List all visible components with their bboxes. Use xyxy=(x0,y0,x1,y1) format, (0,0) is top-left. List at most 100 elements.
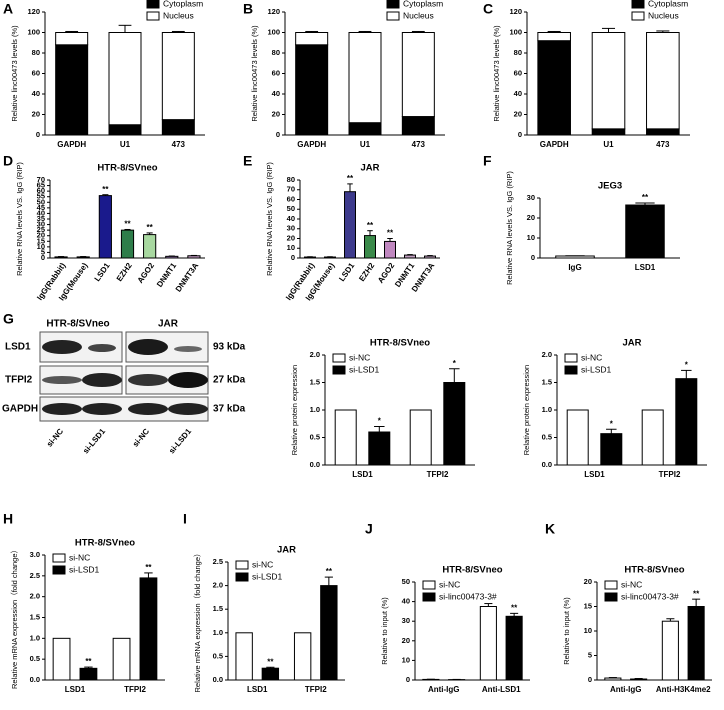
y-tick-label: 30 xyxy=(287,224,295,233)
significance-label: ** xyxy=(145,563,152,572)
bar-segment xyxy=(108,32,142,126)
y-tick-label: 2.0 xyxy=(310,350,320,359)
significance-label: * xyxy=(378,417,382,426)
panel-letter: H xyxy=(3,511,13,527)
panel-letter: A xyxy=(3,1,13,17)
significance-label: ** xyxy=(642,193,649,202)
y-tick-label: 80 xyxy=(287,175,295,184)
bar xyxy=(334,409,357,466)
y-tick-label: 2.0 xyxy=(30,592,40,601)
legend-label: si-NC xyxy=(581,352,602,362)
significance-label: ** xyxy=(124,220,131,229)
legend-label: si-linc00473-3# xyxy=(621,591,679,601)
y-tick-label: 1.0 xyxy=(310,405,320,414)
y-tick-label: 0 xyxy=(36,130,40,139)
x-tick-label: EZH2 xyxy=(115,261,134,283)
y-axis-label: Relative mRNA expression（fold change） xyxy=(10,546,19,689)
y-axis-label: Relative mRNA expression（fold change） xyxy=(193,550,202,693)
x-tick-label: LSD1 xyxy=(635,263,656,272)
cell-line-label: HTR-8/SVneo xyxy=(46,319,109,330)
bar xyxy=(52,637,71,681)
x-tick-label: LSD1 xyxy=(247,685,268,694)
legend-label: Cytoplasm xyxy=(163,0,203,8)
bar xyxy=(566,409,589,466)
bar-segment xyxy=(401,32,435,118)
legend-label: Cytoplasm xyxy=(648,0,688,8)
y-tick-label: 1.5 xyxy=(310,377,320,386)
bar xyxy=(320,585,338,681)
bar xyxy=(165,255,179,259)
panel-letter: G xyxy=(3,311,14,327)
y-tick-label: 20 xyxy=(32,109,40,118)
y-tick-label: 25 xyxy=(37,225,45,234)
bar-segment xyxy=(591,32,626,130)
bar xyxy=(675,378,698,466)
y-tick-label: 1.0 xyxy=(542,405,552,414)
bar xyxy=(261,667,280,681)
y-tick-label: 60 xyxy=(514,68,522,77)
x-tick-label: GAPDH xyxy=(540,140,569,149)
bar xyxy=(76,256,90,259)
panel-letter: J xyxy=(365,521,373,537)
y-axis-label: Relative to input (%) xyxy=(380,597,389,665)
y-tick-label: 20 xyxy=(514,109,522,118)
significance-label: ** xyxy=(102,185,109,194)
y-tick-label: 0 xyxy=(291,253,295,262)
bar xyxy=(293,632,312,681)
significance-label: ** xyxy=(511,603,518,612)
x-tick-label: IgG xyxy=(568,263,581,272)
lane-label: si-NC xyxy=(45,427,65,449)
y-tick-label: 100 xyxy=(509,27,522,36)
legend-label: si-linc00473-3# xyxy=(439,591,497,601)
chart-title: JAR xyxy=(622,338,641,349)
chart-title: HTR-8/SVneo xyxy=(442,565,502,576)
y-tick-label: 40 xyxy=(32,89,40,98)
x-tick-label: LSD1 xyxy=(65,685,86,694)
y-tick-label: 45 xyxy=(37,203,45,212)
y-tick-label: 20 xyxy=(37,231,45,240)
bar xyxy=(384,240,396,259)
y-tick-label: 70 xyxy=(287,185,295,194)
y-tick-label: 2.0 xyxy=(213,581,223,590)
chart-title: HTR-8/SVneo xyxy=(75,538,135,549)
significance-label: ** xyxy=(347,174,354,183)
bar xyxy=(409,409,432,466)
y-axis-label: Relative to input (%) xyxy=(562,597,571,665)
bar xyxy=(687,606,705,681)
x-tick-label: DNMT3A xyxy=(174,261,201,294)
bar-segment xyxy=(295,32,329,46)
bar-segment xyxy=(348,122,382,136)
y-tick-label: 3.0 xyxy=(30,550,40,559)
y-tick-label: 15 xyxy=(37,236,45,245)
significance-label: * xyxy=(453,359,457,368)
y-tick-label: 0.5 xyxy=(213,651,223,660)
legend-label: Nucleus xyxy=(403,10,434,20)
legend-swatch xyxy=(604,592,618,602)
bar xyxy=(187,255,201,259)
y-tick-label: 0.0 xyxy=(310,460,320,469)
bar-segment xyxy=(55,44,89,136)
panel-letter: K xyxy=(545,521,555,537)
bar-segment xyxy=(646,32,680,130)
legend-label: si-LSD1 xyxy=(349,364,380,374)
y-tick-label: 0 xyxy=(588,675,592,684)
significance-label: ** xyxy=(147,223,154,232)
bar xyxy=(112,637,131,681)
chart-title: JAR xyxy=(360,163,379,174)
legend-swatch xyxy=(235,560,249,570)
significance-label: * xyxy=(610,419,614,428)
legend-label: Nucleus xyxy=(648,10,679,20)
bar xyxy=(404,254,416,259)
x-tick-label: Anti-H3K4me2 xyxy=(656,685,711,694)
x-tick-label: TFPI2 xyxy=(427,470,449,479)
bar-segment xyxy=(108,124,142,136)
y-tick-label: 65 xyxy=(37,181,45,190)
bar xyxy=(54,256,68,259)
legend-swatch xyxy=(631,0,645,9)
y-tick-label: 2.5 xyxy=(30,571,40,580)
y-axis-label: Relative linc00473 levels (%) xyxy=(492,25,501,122)
x-tick-label: LSD1 xyxy=(93,261,112,283)
legend-swatch xyxy=(564,365,578,375)
y-tick-label: 2.0 xyxy=(542,350,552,359)
legend-swatch xyxy=(386,11,400,21)
